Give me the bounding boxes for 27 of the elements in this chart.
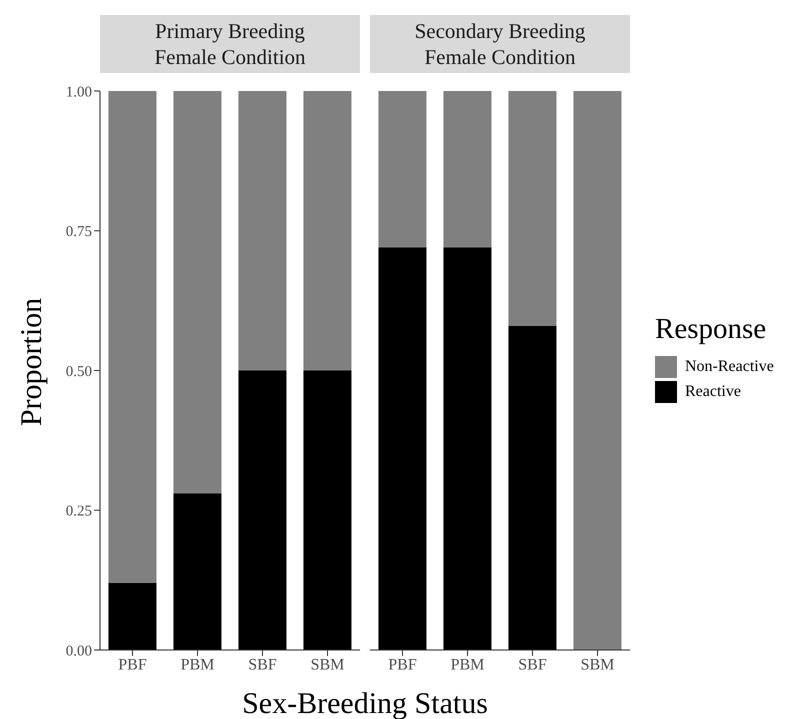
bar <box>173 493 222 650</box>
bar <box>108 582 156 650</box>
bar <box>303 91 352 370</box>
y-tick-label: 1.00 <box>66 84 92 100</box>
y-tick-label: 0.75 <box>66 224 92 240</box>
x-tick-label: PBM <box>450 656 484 674</box>
y-tick-label: 0.00 <box>66 643 92 660</box>
legend-label: Non-Reactive <box>685 358 774 376</box>
bar <box>303 370 352 650</box>
x-tick-label: PBF <box>388 656 417 674</box>
y-axis-title: Proportion <box>15 298 49 426</box>
x-tick-label: PBM <box>180 656 214 674</box>
legend-label: Reactive <box>685 382 741 400</box>
x-tick-label: PBF <box>118 656 147 674</box>
x-tick-label: SBF <box>518 656 547 674</box>
bar <box>238 370 286 650</box>
bar <box>173 91 222 494</box>
y-tick-label: 0.25 <box>66 504 92 520</box>
legend-title: Response <box>655 313 768 346</box>
bar <box>238 91 286 370</box>
chart-title: Secondary Breeding Female Condition <box>370 15 630 73</box>
x-tick-label: SBM <box>580 656 614 674</box>
chart-title: Primary Breeding Female Condition <box>100 15 360 73</box>
y-tick-label: 0.50 <box>66 364 92 380</box>
x-tick-label: SBM <box>310 656 344 674</box>
x-tick-label: SBF <box>248 656 277 674</box>
bar <box>108 91 156 583</box>
